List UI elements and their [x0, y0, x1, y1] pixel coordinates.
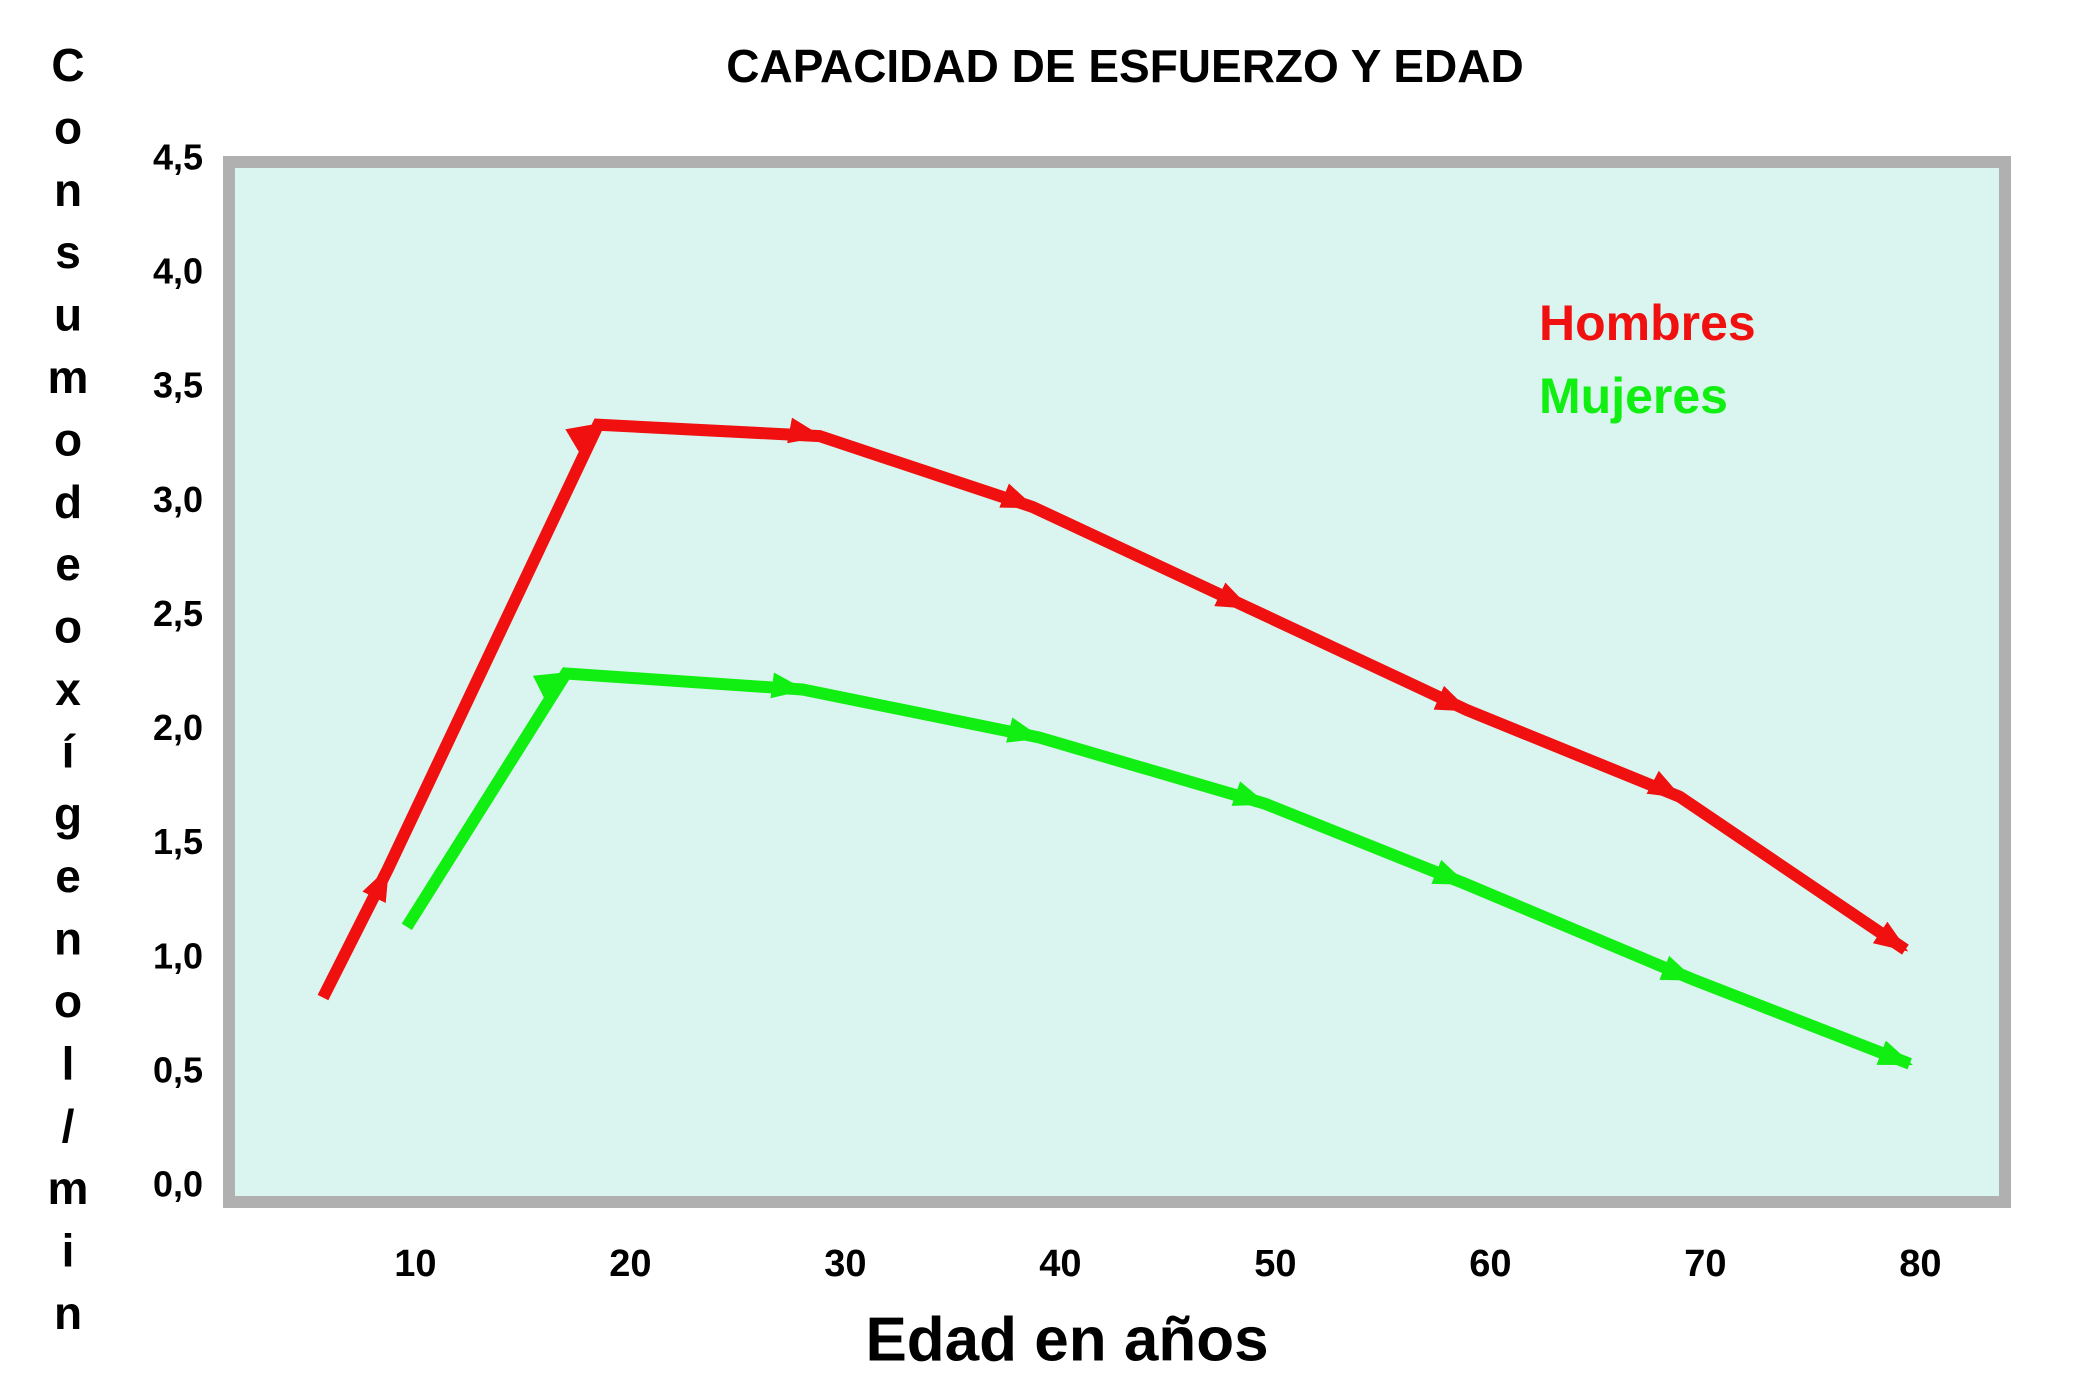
y-tick-label: 2,5	[153, 593, 203, 634]
legend-entry: Hombres	[1539, 295, 1756, 351]
chart-title: CAPACIDAD DE ESFUERZO Y EDAD	[726, 40, 1523, 92]
x-axis-label: Edad en años	[865, 1305, 1268, 1374]
x-tick-label: 10	[394, 1243, 436, 1285]
x-tick-label: 60	[1469, 1243, 1511, 1285]
y-tick-label: 3,0	[153, 479, 203, 520]
y-tick-label: 2,0	[153, 707, 203, 748]
x-tick-label: 30	[824, 1243, 866, 1285]
y-tick-label: 0,5	[153, 1049, 203, 1090]
x-tick-label: 70	[1684, 1243, 1726, 1285]
x-tick-label: 20	[609, 1243, 651, 1285]
y-tick-label: 1,0	[153, 935, 203, 976]
x-tick-label: 40	[1039, 1243, 1081, 1285]
series-line	[401, 667, 1913, 1070]
y-tick-label: 4,5	[153, 137, 203, 178]
x-tick-label: 50	[1254, 1243, 1296, 1285]
y-tick-label: 0,0	[153, 1164, 203, 1205]
y-tick-label: 1,5	[153, 821, 203, 862]
y-tick-label: 4,0	[153, 251, 203, 292]
x-tick-label: 80	[1899, 1243, 1941, 1285]
legend-entry: Mujeres	[1539, 368, 1728, 424]
y-tick-label: 3,5	[153, 365, 203, 406]
